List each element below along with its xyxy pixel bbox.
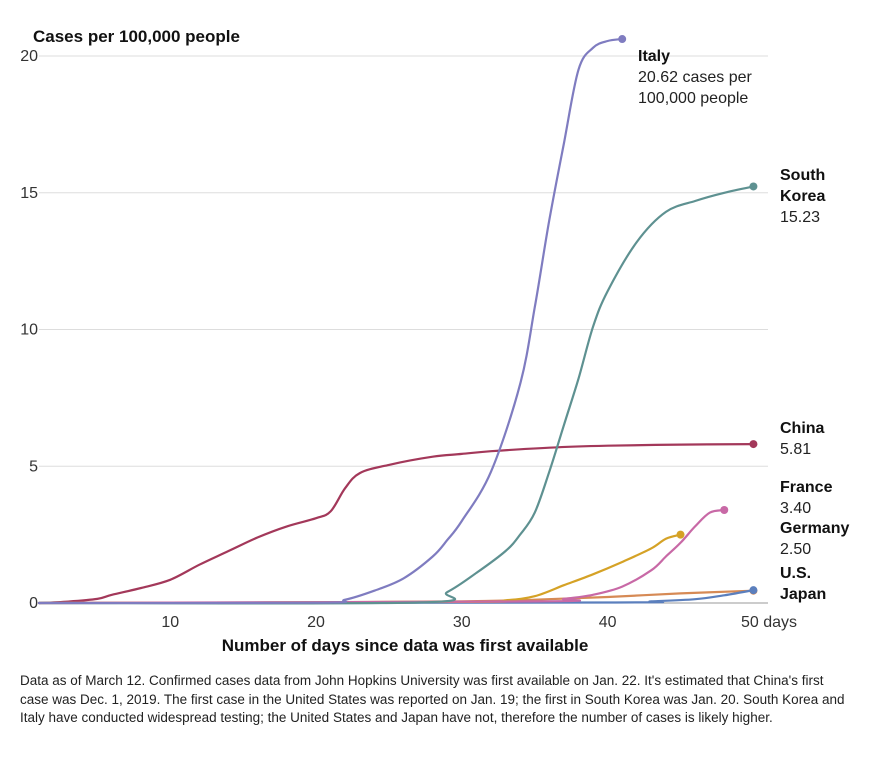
label-value-italy: 20.62 cases per bbox=[638, 69, 753, 86]
label-value-south-korea: 15.23 bbox=[780, 209, 820, 226]
y-axis-title: Cases per 100,000 people bbox=[33, 27, 240, 46]
label-value-italy: 100,000 people bbox=[638, 90, 748, 107]
y-tick-label: 5 bbox=[29, 458, 38, 475]
label-name-japan: Japan bbox=[780, 586, 826, 603]
label-name-china: China bbox=[780, 420, 825, 437]
y-tick-label: 10 bbox=[20, 322, 38, 339]
y-tick-label: 15 bbox=[20, 185, 38, 202]
x-tick-label: 20 bbox=[307, 614, 325, 631]
label-value-germany: 2.50 bbox=[780, 541, 811, 558]
series-line-germany bbox=[37, 533, 682, 605]
x-tick-label: 30 bbox=[453, 614, 471, 631]
footnote: Data as of March 12. Confirmed cases dat… bbox=[20, 673, 845, 725]
y-tick-label: 0 bbox=[29, 595, 38, 612]
endpoint-italy bbox=[618, 35, 627, 44]
label-name-france: France bbox=[780, 479, 833, 496]
series-line-france bbox=[37, 508, 726, 605]
series-line-italy bbox=[37, 37, 624, 605]
label-name-germany: Germany bbox=[780, 520, 849, 537]
label-value-france: 3.40 bbox=[780, 500, 811, 517]
label-value-china: 5.81 bbox=[780, 441, 811, 458]
x-axis-ticks: 10 20 30 40 50 days bbox=[161, 614, 797, 631]
endpoint-u-s bbox=[749, 586, 758, 595]
series-line-south-korea bbox=[37, 185, 755, 605]
label-name-u-s: U.S. bbox=[780, 565, 811, 582]
y-tick-label: 20 bbox=[20, 48, 38, 65]
endpoint-france bbox=[720, 506, 729, 515]
y-axis-ticks: 0 5 10 15 20 bbox=[20, 48, 38, 612]
series-lines bbox=[37, 35, 758, 605]
gridlines bbox=[39, 55, 768, 604]
label-name-italy: Italy bbox=[638, 48, 670, 65]
x-tick-label: 50 days bbox=[741, 614, 797, 631]
series-labels: China 5.81 Italy 20.62 cases per 100,000 peo… bbox=[638, 48, 849, 603]
x-tick-label: 10 bbox=[161, 614, 179, 631]
x-axis-title: Number of days since data was first avai… bbox=[222, 636, 589, 655]
label-name-south-korea: South bbox=[780, 167, 825, 184]
line-chart: 0 5 10 15 20 10 20 30 40 50 days Cases per 100,0… bbox=[20, 27, 849, 655]
label-name-south-korea: Korea bbox=[780, 188, 825, 205]
endpoint-china bbox=[749, 440, 758, 449]
x-tick-label: 40 bbox=[599, 614, 617, 631]
endpoint-south-korea bbox=[749, 182, 758, 191]
endpoint-germany bbox=[676, 530, 685, 539]
series-line-china bbox=[37, 443, 755, 605]
